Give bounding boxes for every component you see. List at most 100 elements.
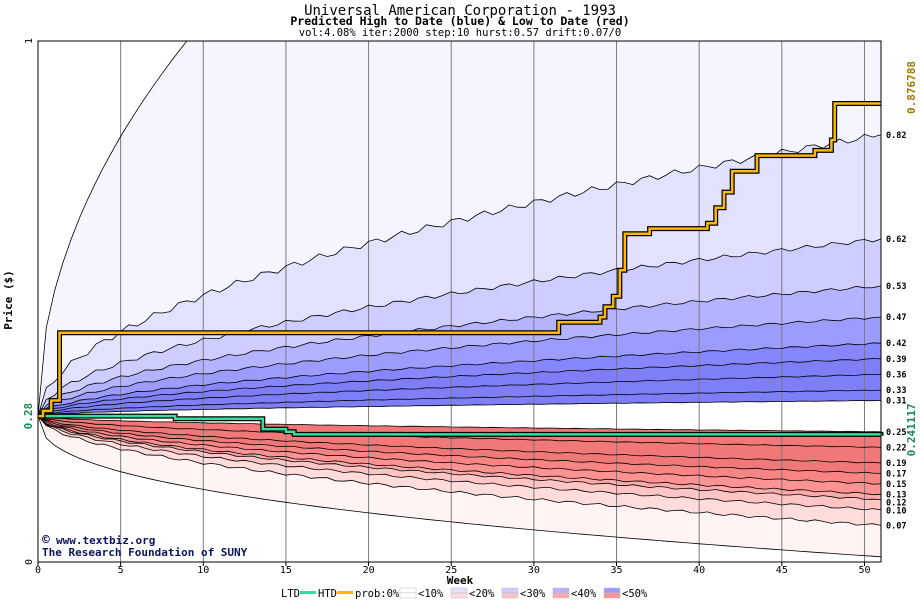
legend-bin-swatch [450,587,468,594]
quantile-label: 0.62 [886,235,906,245]
quantile-line [37,400,882,417]
quantile-line [37,415,882,464]
quantile-line [37,415,882,474]
high-band [38,358,881,417]
legend-ltd-swatch [300,591,316,594]
quantile-line [37,415,882,496]
legend-bin-swatch [450,592,468,599]
chart-title: Universal American Corporation - 1993 [304,3,616,19]
quantile-label: 0.36 [886,370,906,380]
quantile-labels: 0.310.33 0.36 0.39 0.42 0.47 0.53 0.62 0.82 0.25… [886,131,906,532]
quantile-label: 0.53 [886,282,906,292]
x-tick-label: 25 [445,565,457,576]
x-tick-label: 10 [197,565,209,576]
legend-htd-swatch [337,591,353,594]
start-price-label: 0.28 [22,403,35,430]
high-band [38,134,881,417]
ltd-final-label: 0.241117 [905,403,918,456]
x-tick-label: 5 [118,565,124,576]
low-band [38,416,881,510]
legend-bin-swatch [399,592,417,599]
legend-bins: <10% <20% <30% <40% <50% [399,587,648,600]
x-tick-label: 30 [528,565,540,576]
legend-bin-swatch [501,587,519,594]
grid-lines [120,41,865,562]
legend-bin-swatch [552,587,570,594]
htd-line [38,102,881,418]
plot-frame [37,40,882,563]
quantile-label: 0.22 [886,443,906,453]
y-axis-label: Price ($) [2,270,15,330]
x-axis-label: Week [447,574,474,587]
quantile-line [37,415,882,558]
quantile-line [37,133,882,417]
quantile-label: 0.10 [886,506,906,516]
quantile-line [37,389,882,417]
simulation-params: vol:4.08% iter:2000 step:10 hurst:0.57 d… [299,27,621,39]
x-tick-label: 15 [280,565,292,576]
high-band [38,390,881,417]
low-band [38,416,881,495]
center-band [38,400,881,432]
high-band [38,285,881,417]
legend-bin-label: <10% [418,588,444,600]
credit-site: www.textbiz.org [56,534,155,547]
y-tick-label: 1 [24,38,35,44]
quantile-line [37,415,882,511]
credits: © www.textbiz.org The Research Foundatio… [42,533,248,559]
legend-bin-label: <50% [622,588,648,600]
high-band [38,317,881,417]
quantile-line [37,415,882,500]
copyright-symbol: © [42,533,50,548]
quantile-line [37,316,882,417]
high-band [38,342,881,417]
credit-org: The Research Foundation of SUNY [42,546,248,559]
quantile-label: 0.42 [886,339,906,349]
y-axis: 01 [24,38,35,565]
legend-bin-label: <20% [469,588,495,600]
quantile-label: 0.12 [886,498,906,508]
quantile-label: 0.19 [886,459,906,469]
quantile-line [37,415,882,526]
legend-htd-label: HTD [318,588,337,600]
quantile-label: 0.31 [886,396,906,406]
high-band [38,41,881,417]
low-band [38,416,881,557]
probability-bands [38,41,881,557]
quantile-line [37,238,882,417]
quantile-label: 0.17 [886,469,906,479]
x-tick-label: 40 [693,565,705,576]
legend-bin-swatch [399,587,417,594]
legend: LTD HTD prob:0% <10% <20% <30% <40% <50% [281,587,648,600]
quantile-label: 0.15 [886,480,906,490]
high-band [38,239,881,417]
quantile-line [37,285,882,417]
legend-bin-swatch [501,592,519,599]
low-band [38,416,881,474]
x-tick-label: 0 [35,565,41,576]
quantile-label: 0.47 [886,313,906,323]
quantile-line [37,415,882,433]
low-band [38,416,881,500]
ltd-line [38,414,883,436]
quantile-line [37,358,882,417]
chart-subtitle: Predicted High to Date (blue) & Low to D… [290,14,629,28]
quantile-label: 0.39 [886,355,906,365]
quantile-line [37,342,882,417]
y-tick-label: 0 [24,559,35,565]
x-tick-label: 20 [363,565,375,576]
legend-bin-swatch [603,592,621,599]
quantile-line [37,415,882,485]
htd-final-label: 0.876788 [905,61,918,114]
legend-prob-label: prob:0% [355,588,400,600]
quantile-label: 0.07 [886,522,906,532]
quantile-lines [37,40,882,558]
legend-ltd-label: LTD [281,588,300,600]
low-band [38,416,881,485]
legend-bin-label: <40% [571,588,597,600]
x-tick-label: 45 [776,565,788,576]
quantile-label: 0.33 [886,386,906,396]
high-band [38,374,881,417]
legend-bin-swatch [603,587,621,594]
